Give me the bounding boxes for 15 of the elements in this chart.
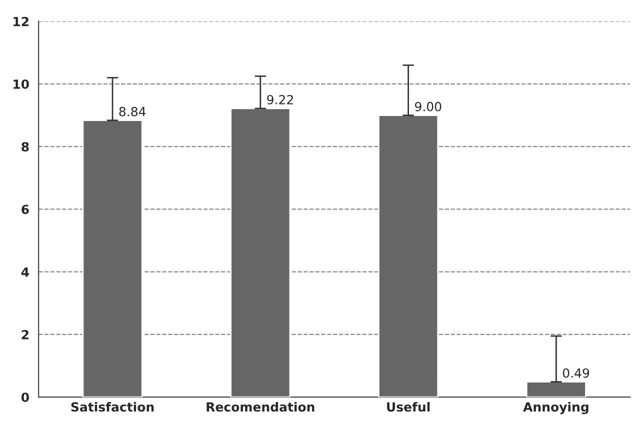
y-tick-label: 6 <box>22 204 29 214</box>
x-tick-label: Useful <box>387 402 430 412</box>
x-tick-label: Annoying <box>523 402 588 414</box>
data-label: 0.49 <box>562 368 590 378</box>
y-tick-label: 0 <box>21 392 29 402</box>
y-tick-label: 10 <box>14 79 29 89</box>
y-tick-label: 8 <box>22 142 29 152</box>
x-tick-label: Satisfaction <box>71 402 154 412</box>
y-tick-label: 12 <box>14 16 28 26</box>
data-label: 8.84 <box>119 106 146 116</box>
data-label: 9.22 <box>267 94 293 104</box>
x-tick-label: Recomendation <box>206 402 314 412</box>
data-label: 9.00 <box>415 102 442 112</box>
y-tick-label: 4 <box>21 267 29 277</box>
y-tick-label: 2 <box>22 330 28 340</box>
